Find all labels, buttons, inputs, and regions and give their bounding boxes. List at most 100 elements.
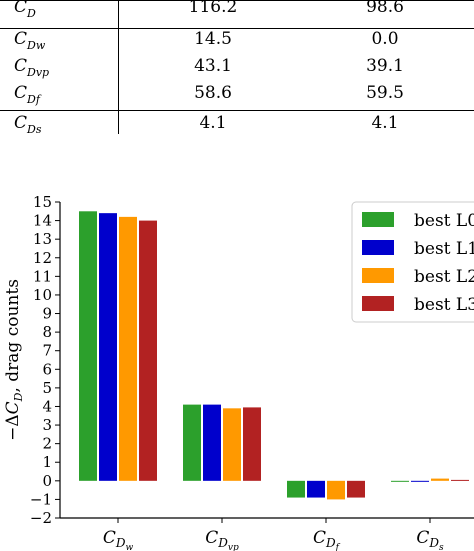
y-label-part: −Δ <box>3 414 23 441</box>
y-tick-label: 11 <box>33 267 52 285</box>
symbol-subscript: Dw <box>27 39 46 52</box>
y-tick-label: 8 <box>42 323 52 341</box>
legend-label: best L0 <box>414 211 474 231</box>
y-tick-label: 12 <box>33 249 52 267</box>
x-label-subsub: f <box>335 543 341 551</box>
y-tick-label: 4 <box>42 397 52 415</box>
y-tick-label: 7 <box>42 342 52 360</box>
bar <box>431 478 449 481</box>
x-label-sub: D <box>428 536 439 550</box>
x-label-subsub: vp <box>228 543 239 551</box>
x-label-subsub: w <box>125 543 133 551</box>
symbol-text: C <box>14 83 28 103</box>
row-symbol: CDw <box>14 26 110 54</box>
x-label-subsub: s <box>439 543 444 551</box>
x-tick-label: CDvp <box>205 528 239 551</box>
symbol-text: C <box>14 29 28 49</box>
value-b: 98.6 <box>366 0 404 17</box>
x-label-base: C <box>416 528 429 548</box>
bar <box>347 480 365 498</box>
legend-label: best L1 <box>414 239 474 259</box>
table-divider-vertical <box>118 0 119 134</box>
bar <box>139 220 157 481</box>
y-tick-label: 15 <box>33 193 52 211</box>
y-tick-label: 5 <box>42 379 52 397</box>
value-b: 39.1 <box>366 56 404 76</box>
y-tick-label: 2 <box>42 435 52 453</box>
y-tick-label: 10 <box>33 286 52 304</box>
value-a: 14.5 <box>194 29 232 49</box>
bar <box>391 480 409 482</box>
symbol-subscript: Df <box>27 93 40 106</box>
bars-group <box>79 211 469 500</box>
row-symbol: CDs <box>14 110 110 138</box>
y-tick-label: 6 <box>42 360 52 378</box>
symbol-subscript: D <box>27 7 36 20</box>
table-row: CDf 58.6 59.5 <box>0 80 474 106</box>
symbol-text: C <box>14 113 28 133</box>
table-rule-mid <box>0 28 474 29</box>
table-row: CDs 4.1 4.1 <box>0 110 474 136</box>
x-tick-label: CDw <box>103 528 134 551</box>
table-rule-lower <box>0 110 474 111</box>
y-tick-label: 3 <box>42 416 52 434</box>
value-b: 0.0 <box>371 29 399 49</box>
y-label-part: D <box>12 392 25 402</box>
bar <box>119 216 137 481</box>
table-row: CDvp 43.1 39.1 <box>0 53 474 79</box>
bar <box>79 211 97 481</box>
bar <box>99 213 117 481</box>
bar <box>307 480 325 498</box>
value-b: 59.5 <box>366 83 404 103</box>
bar <box>411 480 429 482</box>
y-tick-label: 0 <box>42 472 52 490</box>
bar <box>183 404 201 481</box>
x-axis: CDw CDvp CDf CDs <box>103 518 444 551</box>
y-tick-label: −1 <box>30 490 52 508</box>
x-label-base: C <box>205 528 218 548</box>
y-tick-label: 1 <box>42 453 52 471</box>
symbol-text: C <box>14 56 28 76</box>
value-a: 4.1 <box>199 113 227 133</box>
symbol-subscript: Dvp <box>27 66 50 79</box>
drag-table: CD 116.2 98.6 CDw 14.5 0.0 CDvp 43.1 39.… <box>0 0 474 140</box>
x-label-sub: D <box>325 536 336 550</box>
value-b: 4.1 <box>371 113 399 133</box>
y-tick-label: −2 <box>30 509 52 527</box>
y-tick-label: 13 <box>33 230 52 248</box>
legend-swatch <box>362 240 394 255</box>
table-row: CDw 14.5 0.0 <box>0 26 474 52</box>
value-a: 116.2 <box>188 0 238 17</box>
x-label-sub: D <box>217 536 228 550</box>
y-tick-label: 9 <box>42 305 52 323</box>
row-symbol: CDvp <box>14 53 110 81</box>
bar <box>327 480 345 500</box>
row-symbol: CDf <box>14 80 110 108</box>
x-tick-label: CDs <box>416 528 444 551</box>
legend-label: best L2 <box>414 267 474 287</box>
y-tick-label: 14 <box>33 212 52 230</box>
value-a: 43.1 <box>194 56 232 76</box>
x-label-sub: D <box>115 536 126 550</box>
value-a: 58.6 <box>194 83 232 103</box>
table-row: CD 116.2 98.6 <box>0 0 474 20</box>
legend: best L0 best L1 best L2 best L3 <box>351 201 474 323</box>
legend-swatch <box>362 212 394 227</box>
symbol-subscript: Ds <box>27 123 42 136</box>
legend-label: best L3 <box>414 295 474 315</box>
table-rule-top <box>0 0 474 1</box>
x-label-base: C <box>103 528 116 548</box>
legend-box <box>351 201 474 323</box>
legend-swatch <box>362 268 394 283</box>
x-tick-label: CDf <box>313 528 341 551</box>
row-symbol: CD <box>14 0 110 22</box>
y-axis-label: −ΔCD, drag counts <box>3 279 25 441</box>
y-label-part: C <box>3 401 23 414</box>
legend-swatch <box>362 296 394 311</box>
y-label-part: , drag counts <box>3 279 23 392</box>
bar <box>451 479 469 481</box>
bar <box>223 408 241 481</box>
x-label-base: C <box>313 528 326 548</box>
